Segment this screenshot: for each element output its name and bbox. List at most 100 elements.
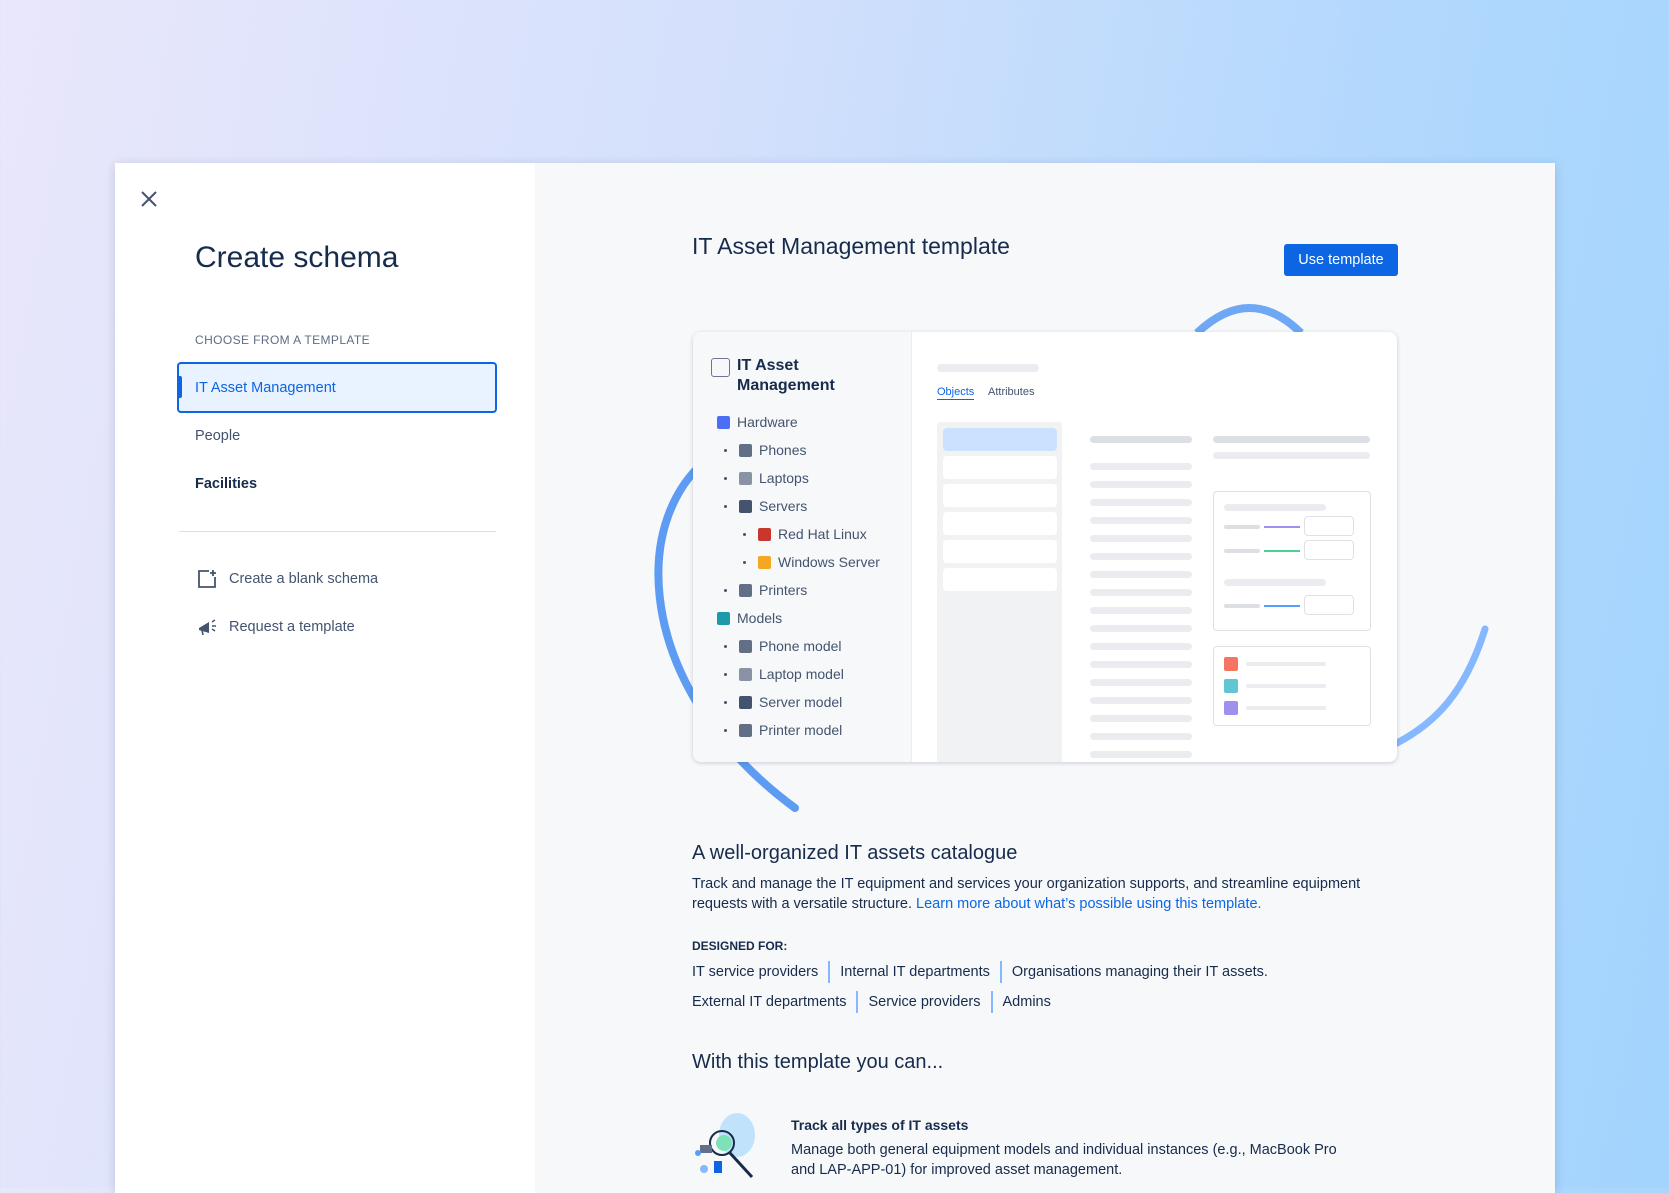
tree-item-label: Red Hat Linux <box>778 526 867 542</box>
skeleton-line <box>1090 643 1192 650</box>
tree-item-label: Phone model <box>759 638 842 654</box>
object-type-icon <box>758 527 771 541</box>
audience-tag: Organisations managing their IT assets. <box>999 961 1278 983</box>
template-preview: IT Asset Management Hardware Phones Laptop… <box>693 332 1397 762</box>
legend-line <box>1246 706 1326 710</box>
create-blank-schema-button[interactable]: Create a blank schema <box>197 569 378 589</box>
legend-panel <box>1213 646 1371 726</box>
tree-item-label: Hardware <box>737 414 798 430</box>
schema-icon <box>711 358 730 377</box>
tree-item: Server model <box>739 692 842 712</box>
tree-bullet <box>743 561 746 564</box>
tree-item-label: Laptops <box>759 470 809 486</box>
skeleton-line <box>1090 661 1192 668</box>
designed-for-label: DESIGNED FOR: <box>692 939 788 953</box>
tree-item: Phone model <box>739 636 842 656</box>
designed-for-row-2: External IT departments Service provider… <box>692 991 1061 1013</box>
template-sidebar: Create schema CHOOSE FROM A TEMPLATE IT … <box>115 163 535 1193</box>
skeleton-line <box>1090 625 1192 632</box>
tree-item: Models <box>717 608 782 628</box>
audience-tag: Admins <box>990 991 1061 1013</box>
template-it-asset-management[interactable]: IT Asset Management <box>177 362 497 413</box>
tab-attributes: Attributes <box>988 386 1035 398</box>
skeleton-line <box>1090 517 1192 524</box>
skeleton-bar <box>1213 452 1370 459</box>
close-icon[interactable] <box>137 187 161 211</box>
tab-objects: Objects <box>937 386 975 400</box>
legend-swatch <box>1224 657 1238 671</box>
skeleton-line <box>1090 589 1192 596</box>
capabilities-heading: With this template you can... <box>692 1051 944 1073</box>
feature-title: Track all types of IT assets <box>791 1117 969 1133</box>
skeleton-bar <box>1213 436 1370 443</box>
object-type-icon <box>739 499 752 513</box>
page-title: Create schema <box>195 241 399 274</box>
skeleton-line <box>1090 679 1192 686</box>
request-template-button[interactable]: Request a template <box>197 617 355 637</box>
tree-item: Laptops <box>739 468 809 488</box>
add-page-icon <box>198 570 216 588</box>
audience-tag: Service providers <box>856 991 990 1013</box>
section-label: CHOOSE FROM A TEMPLATE <box>195 333 371 347</box>
audience-tag: Internal IT departments <box>828 961 1000 983</box>
tree-bullet <box>743 533 746 536</box>
megaphone-icon <box>199 619 216 636</box>
tree-item: Hardware <box>717 412 798 432</box>
object-row <box>943 568 1057 591</box>
tree-bullet <box>724 449 727 452</box>
skeleton-line <box>1090 697 1192 704</box>
object-type-icon <box>758 555 771 569</box>
object-type-icon <box>739 471 752 485</box>
tree-item-label: Phones <box>759 442 807 458</box>
reference-panel <box>1213 491 1371 631</box>
tree-item: Servers <box>739 496 807 516</box>
tree-item-label: Server model <box>759 694 843 710</box>
skeleton-line <box>1090 571 1192 578</box>
tree-item: Printers <box>739 580 807 600</box>
tree-item-label: Models <box>737 610 783 626</box>
audience-tag: IT service providers <box>692 964 819 980</box>
skeleton-line <box>1090 463 1192 470</box>
object-type-icon <box>739 667 752 681</box>
use-template-button[interactable]: Use template <box>1284 244 1398 276</box>
skeleton-line <box>1090 535 1192 542</box>
tree-bullet <box>724 505 727 508</box>
tree-item-label: Laptop model <box>759 666 844 682</box>
object-row <box>943 428 1057 451</box>
tree-bullet <box>724 589 727 592</box>
tree-item-label: Printers <box>759 582 808 598</box>
designed-for-row-1: IT service providers Internal IT departm… <box>692 961 1278 983</box>
tree-item-label: Printer model <box>759 722 843 738</box>
skeleton-line <box>1090 715 1192 722</box>
create-blank-label: Create a blank schema <box>229 571 379 587</box>
skeleton-bar <box>1090 436 1192 443</box>
object-type-icon <box>739 639 752 653</box>
legend-line <box>1246 662 1326 666</box>
preview-title: IT Asset Management <box>737 357 835 394</box>
divider <box>179 531 496 532</box>
create-schema-modal: Create schema CHOOSE FROM A TEMPLATE IT … <box>115 163 1555 1193</box>
description-text: Track and manage the IT equipment and se… <box>692 876 1361 912</box>
skeleton-bar <box>937 364 1039 372</box>
tree-item: Printer model <box>739 720 842 740</box>
tree-item: Red Hat Linux <box>758 524 867 544</box>
legend-swatch <box>1224 679 1238 693</box>
tree-item: Laptop model <box>739 664 844 684</box>
template-people[interactable]: People <box>195 427 241 444</box>
learn-more-link[interactable]: Learn more about what’s possible using t… <box>916 896 1262 912</box>
template-facilities[interactable]: Facilities <box>195 475 258 492</box>
object-type-icon <box>739 443 752 457</box>
object-row <box>943 456 1057 479</box>
preview-tree: IT Asset Management Hardware Phones Laptop… <box>693 332 912 762</box>
asset-illustration-icon <box>695 1113 755 1179</box>
object-type-icon <box>739 583 752 597</box>
template-detail: IT Asset Management template Use templat… <box>535 163 1555 1193</box>
skeleton-line <box>1090 733 1192 740</box>
object-row <box>943 512 1057 535</box>
request-template-label: Request a template <box>229 619 355 635</box>
template-title: IT Asset Management template <box>692 233 1010 259</box>
tree-item: Windows Server <box>758 552 880 572</box>
object-row <box>943 484 1057 507</box>
tree-item-label: Windows Server <box>778 554 880 570</box>
tree-bullet <box>724 673 727 676</box>
